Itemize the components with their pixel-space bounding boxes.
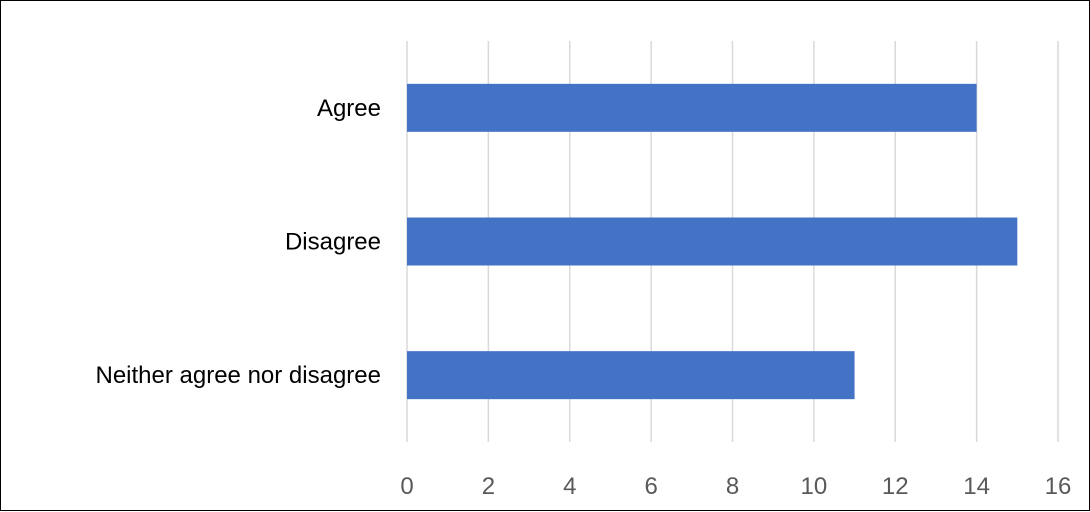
category-label: Agree (317, 95, 381, 122)
bars (407, 83, 1018, 400)
x-tick-label: 14 (963, 473, 990, 500)
x-tick-label: 0 (400, 473, 413, 500)
bar (407, 351, 855, 400)
x-tick-label: 16 (1045, 473, 1072, 500)
x-tick-label: 2 (482, 473, 495, 500)
x-axis-tick-labels: 0 2 4 6 8 10 12 14 16 (400, 473, 1071, 500)
x-tick-label: 12 (882, 473, 909, 500)
x-tick-label: 4 (563, 473, 576, 500)
bar (407, 217, 1018, 266)
bar (407, 83, 977, 132)
x-tick-label: 10 (801, 473, 828, 500)
category-label: Disagree (285, 229, 381, 256)
x-tick-label: 8 (726, 473, 739, 500)
x-tick-label: 6 (644, 473, 657, 500)
category-labels: Agree Disagree Neither agree nor disagree (95, 95, 381, 389)
category-label: Neither agree nor disagree (95, 362, 381, 389)
